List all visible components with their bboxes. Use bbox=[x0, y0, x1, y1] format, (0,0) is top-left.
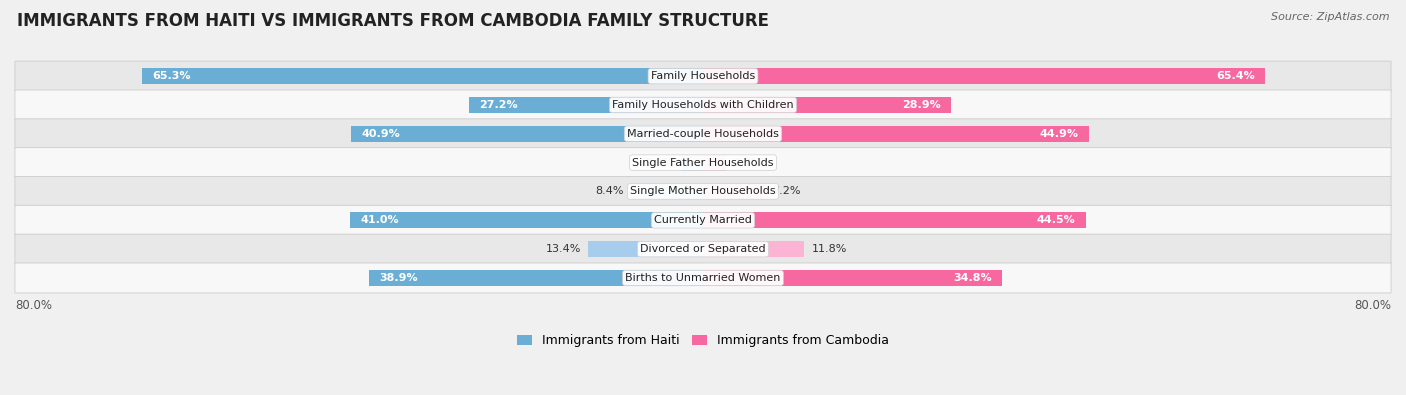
Text: 44.5%: 44.5% bbox=[1036, 215, 1076, 225]
Text: 40.9%: 40.9% bbox=[361, 129, 401, 139]
Bar bbox=[703, 97, 952, 113]
Bar bbox=[588, 241, 703, 257]
Bar bbox=[631, 184, 703, 199]
Text: 7.2%: 7.2% bbox=[772, 186, 800, 196]
Text: Family Households with Children: Family Households with Children bbox=[612, 100, 794, 110]
Text: 38.9%: 38.9% bbox=[378, 273, 418, 283]
Bar bbox=[703, 68, 1265, 84]
FancyBboxPatch shape bbox=[15, 90, 1391, 120]
Text: 34.8%: 34.8% bbox=[953, 273, 991, 283]
Text: Currently Married: Currently Married bbox=[654, 215, 752, 225]
Text: IMMIGRANTS FROM HAITI VS IMMIGRANTS FROM CAMBODIA FAMILY STRUCTURE: IMMIGRANTS FROM HAITI VS IMMIGRANTS FROM… bbox=[17, 12, 769, 30]
Bar bbox=[703, 126, 1090, 142]
Bar bbox=[470, 97, 703, 113]
Bar bbox=[350, 213, 703, 228]
Text: Married-couple Households: Married-couple Households bbox=[627, 129, 779, 139]
Text: Single Mother Households: Single Mother Households bbox=[630, 186, 776, 196]
Text: 41.0%: 41.0% bbox=[361, 215, 399, 225]
Text: 65.3%: 65.3% bbox=[152, 71, 190, 81]
Bar bbox=[352, 126, 703, 142]
Text: Births to Unmarried Women: Births to Unmarried Women bbox=[626, 273, 780, 283]
FancyBboxPatch shape bbox=[15, 205, 1391, 235]
Text: 28.9%: 28.9% bbox=[903, 100, 941, 110]
Text: 80.0%: 80.0% bbox=[1354, 299, 1391, 312]
Text: Single Father Households: Single Father Households bbox=[633, 158, 773, 167]
FancyBboxPatch shape bbox=[15, 61, 1391, 91]
FancyBboxPatch shape bbox=[15, 148, 1391, 178]
Text: 2.7%: 2.7% bbox=[733, 158, 762, 167]
Text: Divorced or Separated: Divorced or Separated bbox=[640, 244, 766, 254]
Bar bbox=[703, 184, 765, 199]
FancyBboxPatch shape bbox=[15, 177, 1391, 207]
FancyBboxPatch shape bbox=[15, 263, 1391, 293]
Text: 27.2%: 27.2% bbox=[479, 100, 517, 110]
Bar bbox=[703, 241, 804, 257]
Text: Source: ZipAtlas.com: Source: ZipAtlas.com bbox=[1271, 12, 1389, 22]
Bar bbox=[703, 213, 1085, 228]
Text: 13.4%: 13.4% bbox=[546, 244, 581, 254]
Bar bbox=[703, 155, 727, 171]
Legend: Immigrants from Haiti, Immigrants from Cambodia: Immigrants from Haiti, Immigrants from C… bbox=[517, 334, 889, 347]
Bar bbox=[703, 270, 1002, 286]
Text: 65.4%: 65.4% bbox=[1216, 71, 1256, 81]
Text: 44.9%: 44.9% bbox=[1040, 129, 1078, 139]
Text: Family Households: Family Households bbox=[651, 71, 755, 81]
Text: 8.4%: 8.4% bbox=[595, 186, 624, 196]
Text: 11.8%: 11.8% bbox=[811, 244, 846, 254]
Bar bbox=[368, 270, 703, 286]
FancyBboxPatch shape bbox=[15, 119, 1391, 149]
Bar bbox=[142, 68, 703, 84]
Text: 2.6%: 2.6% bbox=[645, 158, 673, 167]
Bar bbox=[681, 155, 703, 171]
Text: 80.0%: 80.0% bbox=[15, 299, 52, 312]
FancyBboxPatch shape bbox=[15, 234, 1391, 264]
